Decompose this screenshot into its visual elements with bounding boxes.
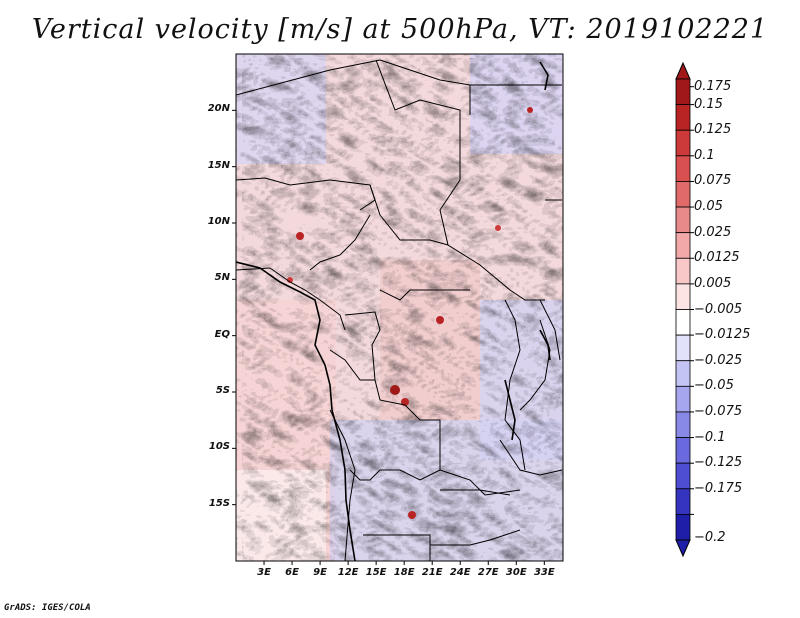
lat-tick-label: 5N: [214, 272, 230, 284]
velocity-field: [236, 54, 563, 561]
lon-tick-label: 30E: [505, 567, 527, 578]
lon-tick-label: 21E: [421, 567, 443, 578]
colorbar-level-label: −0.175: [694, 480, 743, 496]
lon-tick-label: 6E: [285, 567, 299, 578]
colorbar-swatch: [675, 104, 691, 131]
lon-tick-label: 24E: [449, 567, 471, 578]
colorbar-swatch: [675, 155, 691, 182]
lat-tick-label: 20N: [207, 103, 230, 115]
lon-tick-label: 12E: [337, 567, 359, 578]
grads-credit: GrADS: IGES/COLA: [4, 603, 91, 613]
lat-tick-label: 5S: [215, 385, 230, 396]
colorbar-swatch: [675, 462, 691, 490]
lon-tick-label: 27E: [477, 567, 499, 578]
colorbar-level-label: −0.075: [694, 403, 743, 419]
colorbar-swatch: [675, 513, 691, 541]
colorbar-swatch: [675, 411, 691, 438]
lat-tick-label: 15N: [207, 159, 230, 171]
map-frame: [235, 53, 564, 562]
colorbar-swatch: [675, 129, 691, 157]
colorbar-level-label: −0.125: [694, 455, 743, 471]
colorbar-swatch: [675, 232, 691, 259]
colorbar-swatch: [675, 360, 691, 387]
colorbar-max-arrow: [675, 61, 691, 80]
colorbar: [675, 61, 694, 558]
map-title: Vertical velocity [m/s] at 500hPa, VT: 2…: [31, 14, 769, 45]
colorbar-level-label: 0.075: [694, 173, 732, 189]
colorbar-level-label: −0.2: [694, 530, 726, 545]
colorbar-swatch: [675, 309, 691, 336]
colorbar-level-label: −0.1: [694, 429, 726, 445]
colorbar-swatch: [675, 257, 691, 285]
lon-tick-label: 18E: [393, 567, 415, 578]
colorbar-swatch: [675, 334, 691, 362]
colorbar-level-label: 0.05: [694, 199, 723, 215]
lat-tick-label: 15S: [208, 497, 230, 509]
colorbar-swatch: [675, 283, 691, 310]
colorbar-level-label: 0.15: [694, 96, 723, 112]
lat-tick-label: 10N: [207, 216, 230, 227]
colorbar-min-arrow: [675, 539, 691, 558]
lon-tick-label: 3E: [257, 567, 271, 578]
colorbar-swatch: [675, 488, 691, 515]
lon-tick-label: 9E: [313, 567, 327, 578]
colorbar-swatch: [675, 437, 691, 464]
colorbar-level-label: 0.1: [694, 147, 715, 163]
colorbar-swatch: [675, 385, 691, 413]
colorbar-level-label: −0.05: [694, 378, 734, 394]
coastline: [236, 61, 551, 561]
colorbar-level-label: 0.0125: [694, 250, 740, 266]
colorbar-level-label: 0.175: [694, 78, 732, 94]
colorbar-swatch: [675, 206, 691, 234]
colorbar-swatch: [675, 181, 691, 208]
colorbar-level-label: −0.0125: [694, 327, 751, 343]
lat-tick-label: EQ: [214, 328, 230, 340]
colorbar-level-label: −0.025: [694, 352, 743, 368]
colorbar-level-label: 0.125: [694, 122, 732, 138]
lon-tick-label: 15E: [365, 567, 387, 578]
colorbar-level-label: 0.005: [694, 275, 732, 291]
lon-tick-label: 33E: [533, 567, 555, 578]
country-borders: [236, 59, 563, 561]
colorbar-swatch: [675, 78, 691, 106]
axis-ticks: [232, 109, 545, 565]
colorbar-level-label: 0.025: [694, 224, 732, 240]
lat-tick-label: 10S: [208, 441, 230, 453]
colorbar-level-label: −0.005: [694, 301, 743, 317]
